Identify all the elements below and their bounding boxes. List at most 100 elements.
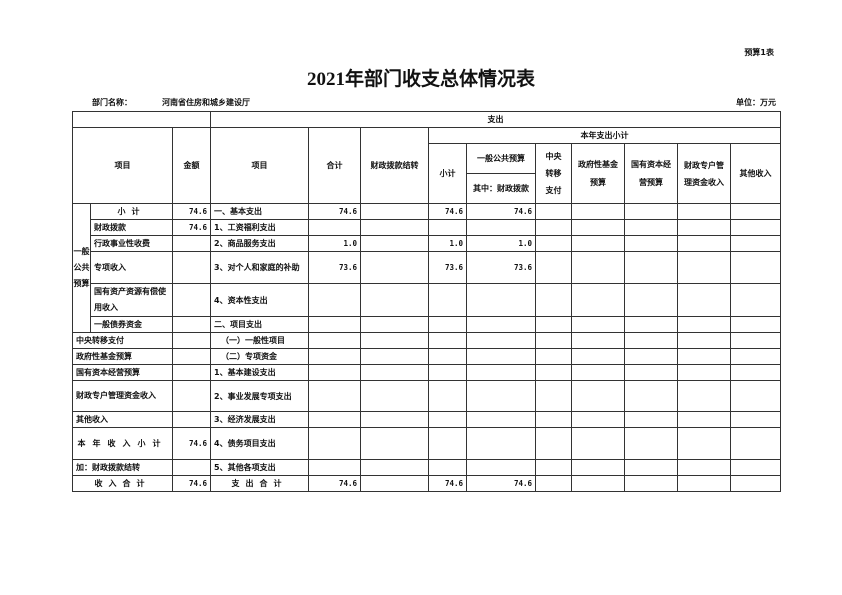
- other-income-cell: [730, 283, 782, 317]
- central-transfer-cell: [535, 475, 573, 492]
- carryover-cell: [360, 251, 430, 284]
- header-item-left: 项目: [72, 127, 173, 204]
- state-capital-cell: [624, 219, 679, 236]
- state-capital-cell: [624, 348, 679, 365]
- header-other-income: 其他收入: [730, 143, 782, 204]
- header-carryover: 财政拨款结转: [360, 127, 430, 204]
- state-capital-cell: [624, 475, 679, 492]
- income-item: 本年收入小计: [72, 427, 173, 460]
- carryover-cell: [360, 475, 430, 492]
- subtotal-cell: [428, 459, 468, 476]
- expense-item-cell: 支出合计: [210, 475, 310, 492]
- special-account-cell: [677, 251, 732, 284]
- other-income-cell: [730, 380, 782, 412]
- subtotal-cell: 1.0: [428, 235, 468, 252]
- state-capital-cell: [624, 316, 679, 333]
- total-cell: [308, 348, 362, 365]
- subtotal-cell: [428, 283, 468, 317]
- amount-cell: 74.6: [171, 219, 212, 236]
- subtotal-cell: 74.6: [428, 475, 468, 492]
- header-central-transfer: 中央转移支付: [535, 143, 573, 204]
- carryover-cell: [360, 235, 430, 252]
- total-cell: [308, 364, 362, 381]
- subtotal-cell: [428, 427, 468, 460]
- expense-item-cell: 2、商品服务支出: [210, 235, 310, 252]
- header-gov-fund: 政府性基金预算: [571, 143, 626, 204]
- other-income-cell: [730, 235, 782, 252]
- income-item: 财政专户管理资金收入: [72, 380, 173, 412]
- central-transfer-cell: [535, 251, 573, 284]
- special-account-cell: [677, 459, 732, 476]
- expense-item-cell: 3、对个人和家庭的补助: [210, 251, 310, 284]
- central-transfer-cell: [535, 380, 573, 412]
- carryover-cell: [360, 380, 430, 412]
- other-income-cell: [730, 203, 782, 220]
- carryover-cell: [360, 427, 430, 460]
- general-budget-cell: [466, 364, 537, 381]
- table-row: 一般公共预算 小计 74.6 一、基本支出 74.6 74.6 74.6: [72, 203, 782, 333]
- gov-fund-cell: [571, 411, 626, 428]
- group-label-general-budget: 一般公共预算: [72, 203, 91, 333]
- special-account-cell: [677, 411, 732, 428]
- department-label: 部门名称：: [92, 98, 132, 107]
- general-budget-cell: 74.6: [466, 475, 537, 492]
- income-item: 收入合计: [72, 475, 173, 492]
- amount-cell: 74.6: [171, 475, 212, 492]
- amount-cell: [171, 283, 212, 317]
- total-cell: 74.6: [308, 475, 362, 492]
- expense-item-cell: （二）专项资金: [210, 348, 310, 365]
- other-income-cell: [730, 475, 782, 492]
- total-cell: [308, 332, 362, 349]
- income-item: 一般债券资金: [90, 316, 173, 333]
- subtotal-cell: 73.6: [428, 251, 468, 284]
- gov-fund-cell: [571, 380, 626, 412]
- gov-fund-cell: [571, 203, 626, 220]
- expense-item-cell: 二、项目支出: [210, 316, 310, 333]
- general-budget-cell: [466, 316, 537, 333]
- special-account-cell: [677, 283, 732, 317]
- table-row: 本年收入小计 74.6 4、债务项目支出: [72, 427, 782, 460]
- table-row: 专项收入 3、对个人和家庭的补助 73.6 73.6 73.6: [73, 251, 782, 284]
- header-expense: 支出: [210, 111, 782, 128]
- subtotal-cell: 74.6: [428, 203, 468, 220]
- carryover-cell: [360, 283, 430, 317]
- central-transfer-cell: [535, 235, 573, 252]
- other-income-cell: [730, 316, 782, 333]
- total-cell: [308, 219, 362, 236]
- state-capital-cell: [624, 283, 679, 317]
- gov-fund-cell: [571, 348, 626, 365]
- total-cell: [308, 380, 362, 412]
- amount-cell: [171, 380, 212, 412]
- general-budget-cell: [466, 283, 537, 317]
- total-cell: [308, 459, 362, 476]
- table-row: 中央转移支付 （一）一般性项目: [72, 332, 782, 349]
- carryover-cell: [360, 219, 430, 236]
- amount-cell: [171, 251, 212, 284]
- central-transfer-cell: [535, 427, 573, 460]
- amount-cell: 74.6: [171, 427, 212, 460]
- carryover-cell: [360, 332, 430, 349]
- carryover-cell: [360, 459, 430, 476]
- total-cell: [308, 283, 362, 317]
- general-budget-cell: [466, 332, 537, 349]
- budget-table: 支出 项目 金额 项目 合计 财政拨款结转 本年支出小计 小计 一般公共预算 中…: [71, 111, 782, 492]
- carryover-cell: [360, 316, 430, 333]
- other-income-cell: [730, 332, 782, 349]
- general-budget-cell: [466, 411, 537, 428]
- gov-fund-cell: [571, 427, 626, 460]
- header-state-capital: 国有资本经营预算: [624, 143, 679, 204]
- gov-fund-cell: [571, 283, 626, 317]
- state-capital-cell: [624, 235, 679, 252]
- special-account-cell: [677, 235, 732, 252]
- central-transfer-cell: [535, 219, 573, 236]
- state-capital-cell: [624, 203, 679, 220]
- special-account-cell: [677, 219, 732, 236]
- total-cell: [308, 316, 362, 333]
- general-budget-cell: [466, 219, 537, 236]
- income-item: 其他收入: [72, 411, 173, 428]
- other-income-cell: [730, 348, 782, 365]
- carryover-cell: [360, 203, 430, 220]
- income-item: 中央转移支付: [72, 332, 173, 349]
- special-account-cell: [677, 380, 732, 412]
- carryover-cell: [360, 411, 430, 428]
